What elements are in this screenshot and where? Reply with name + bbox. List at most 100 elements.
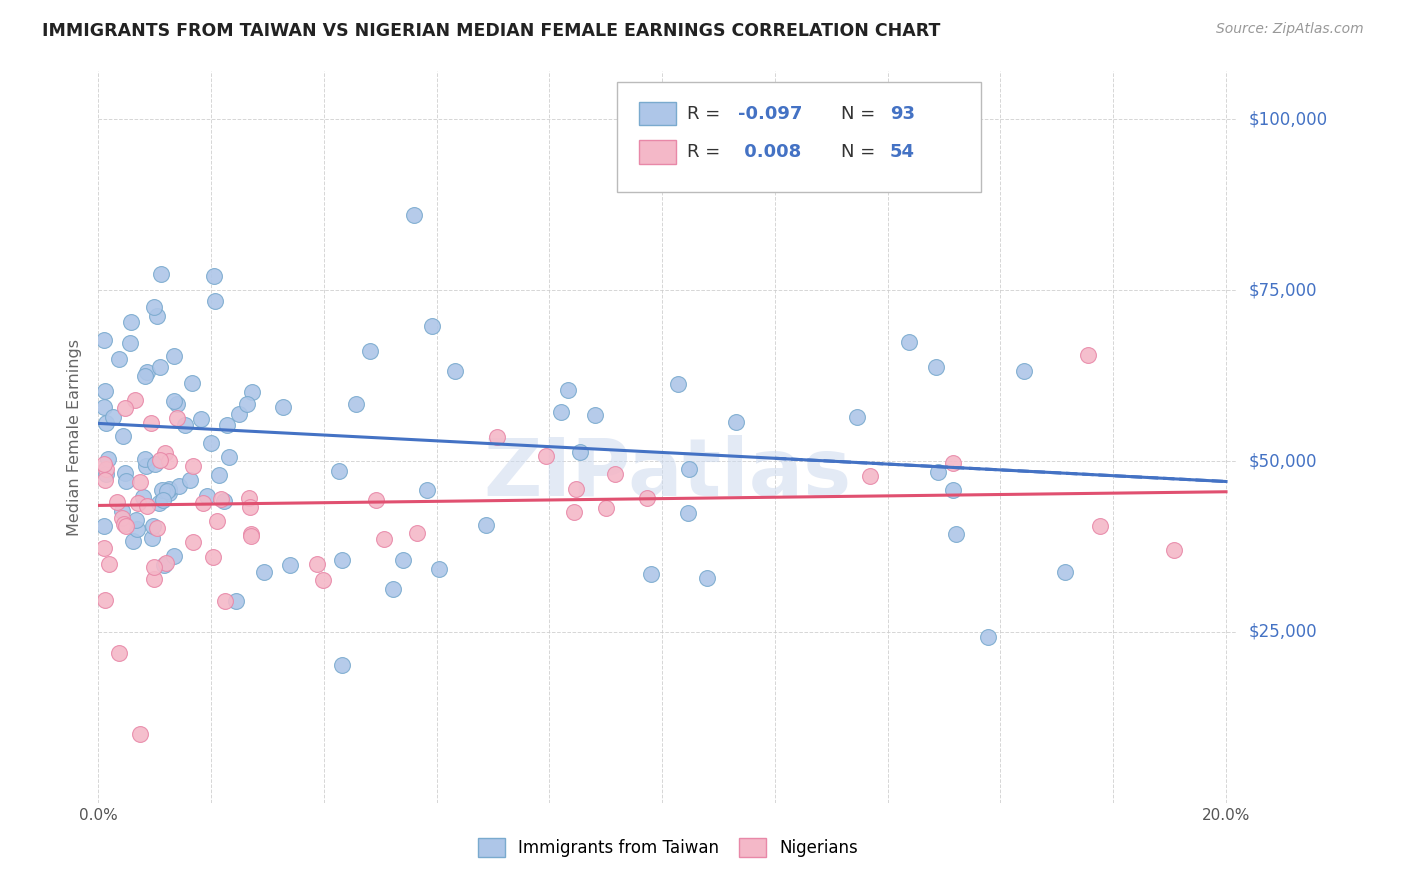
Point bbox=[107, 352, 129, 367]
Point bbox=[93, 519, 115, 533]
Text: $50,000: $50,000 bbox=[1249, 452, 1317, 470]
Point bbox=[136, 365, 159, 379]
Point bbox=[93, 333, 115, 347]
Point bbox=[134, 368, 156, 383]
Point bbox=[155, 556, 177, 570]
Text: $100,000: $100,000 bbox=[1249, 111, 1327, 128]
Point bbox=[927, 466, 949, 480]
Point bbox=[191, 496, 214, 510]
Point bbox=[98, 557, 121, 571]
Point bbox=[942, 456, 965, 470]
Point bbox=[157, 482, 180, 496]
Point bbox=[240, 384, 263, 399]
Point bbox=[443, 364, 465, 378]
Point bbox=[122, 533, 145, 548]
Text: $75,000: $75,000 bbox=[1249, 281, 1317, 299]
Point bbox=[239, 500, 262, 515]
Point bbox=[1163, 542, 1185, 557]
Point bbox=[149, 267, 172, 281]
Point bbox=[135, 459, 157, 474]
Text: R =: R = bbox=[688, 143, 727, 161]
Point bbox=[141, 531, 163, 545]
Point bbox=[1054, 565, 1077, 579]
Point bbox=[666, 377, 689, 392]
Point bbox=[114, 474, 136, 488]
Legend: Immigrants from Taiwan, Nigerians: Immigrants from Taiwan, Nigerians bbox=[471, 831, 865, 864]
Point bbox=[166, 411, 188, 425]
Point bbox=[977, 630, 1000, 644]
Point bbox=[129, 475, 152, 489]
Point bbox=[420, 319, 443, 334]
Point bbox=[112, 516, 135, 531]
Point bbox=[595, 501, 617, 516]
Point bbox=[163, 549, 186, 563]
Point bbox=[115, 519, 138, 533]
Text: -0.097: -0.097 bbox=[738, 104, 803, 123]
Point bbox=[236, 397, 259, 411]
Point bbox=[416, 483, 439, 497]
Point bbox=[924, 359, 946, 374]
Point bbox=[101, 409, 124, 424]
Point bbox=[404, 208, 426, 222]
Point bbox=[218, 450, 240, 465]
Text: 93: 93 bbox=[890, 104, 915, 123]
Point bbox=[474, 517, 496, 532]
Point bbox=[725, 415, 748, 429]
Point bbox=[120, 314, 142, 328]
Point bbox=[157, 485, 180, 500]
Point bbox=[94, 593, 117, 607]
Point bbox=[859, 469, 882, 483]
Text: N =: N = bbox=[841, 143, 882, 161]
Point bbox=[181, 535, 204, 549]
Y-axis label: Median Female Earnings: Median Female Earnings bbox=[67, 339, 83, 535]
Point bbox=[156, 483, 179, 498]
Point bbox=[240, 527, 263, 541]
Point bbox=[94, 416, 117, 430]
Point bbox=[134, 451, 156, 466]
Point bbox=[93, 541, 115, 556]
Point bbox=[142, 572, 165, 586]
Text: IMMIGRANTS FROM TAIWAN VS NIGERIAN MEDIAN FEMALE EARNINGS CORRELATION CHART: IMMIGRANTS FROM TAIWAN VS NIGERIAN MEDIA… bbox=[42, 22, 941, 40]
Point bbox=[569, 445, 592, 459]
Text: N =: N = bbox=[841, 104, 882, 123]
Point bbox=[217, 418, 239, 433]
Point bbox=[330, 553, 353, 567]
Point bbox=[278, 558, 301, 572]
Text: R =: R = bbox=[688, 104, 727, 123]
Point bbox=[238, 491, 260, 505]
Point bbox=[131, 490, 153, 504]
Point bbox=[359, 344, 381, 359]
Point bbox=[603, 467, 626, 481]
FancyBboxPatch shape bbox=[640, 102, 676, 126]
Point bbox=[128, 727, 150, 741]
Point bbox=[344, 397, 367, 411]
Point bbox=[141, 416, 163, 430]
Point bbox=[562, 505, 585, 519]
Point bbox=[143, 300, 166, 314]
FancyBboxPatch shape bbox=[617, 82, 981, 192]
Point bbox=[136, 499, 159, 513]
Point bbox=[146, 521, 169, 535]
Point bbox=[94, 384, 117, 398]
Point bbox=[190, 412, 212, 426]
Point bbox=[583, 408, 606, 422]
Point bbox=[941, 483, 963, 497]
Point bbox=[155, 445, 177, 459]
Point bbox=[96, 467, 118, 482]
Text: 0.008: 0.008 bbox=[738, 143, 801, 161]
Point bbox=[678, 462, 700, 476]
Point bbox=[204, 294, 226, 309]
Point bbox=[208, 468, 231, 483]
Point bbox=[240, 529, 263, 543]
Text: ZIPatlas: ZIPatlas bbox=[484, 434, 852, 513]
Point bbox=[107, 646, 129, 660]
Point bbox=[253, 565, 276, 579]
Point bbox=[157, 454, 180, 468]
Point bbox=[564, 482, 586, 496]
Point bbox=[1077, 348, 1099, 362]
Point bbox=[146, 309, 169, 323]
Point bbox=[696, 571, 718, 585]
Point bbox=[636, 491, 658, 505]
Point bbox=[381, 582, 404, 596]
Point bbox=[111, 429, 134, 443]
